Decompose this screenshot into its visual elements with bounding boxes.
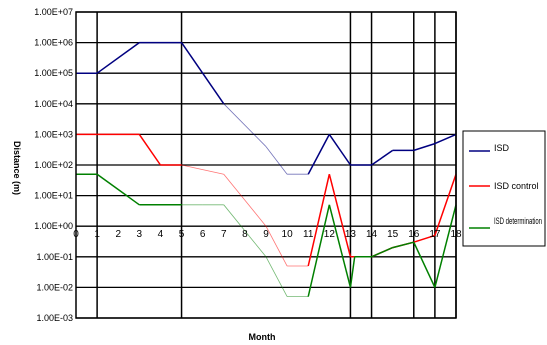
y-tick-labels: 1.00E+07 1.00E+06 1.00E+05 1.00E+04 1.00E+03… bbox=[34, 7, 73, 323]
y-tick-label: 1.00E+03 bbox=[34, 129, 73, 139]
x-tick-label: 16 bbox=[408, 229, 420, 240]
y-tick-label: 1.00E+07 bbox=[34, 7, 73, 17]
series-segment-isd-control bbox=[223, 173, 267, 227]
y-tick-label: 1.00E+05 bbox=[34, 68, 73, 78]
x-tick-label: 17 bbox=[429, 229, 441, 240]
x-axis-title: Month bbox=[249, 332, 276, 342]
series-segment-isd bbox=[413, 142, 436, 152]
series-segment-isd bbox=[328, 133, 352, 166]
x-tick-label: 7 bbox=[221, 229, 227, 240]
legend: ISD ISD control ISD determination bbox=[462, 130, 546, 247]
x-tick-label: 1 bbox=[94, 229, 100, 240]
x-tick-label: 5 bbox=[179, 229, 185, 240]
y-tick-label: 1.00E-02 bbox=[36, 282, 73, 292]
series-segment-isd-control bbox=[265, 226, 288, 267]
y-axis-title: Distance (m) bbox=[12, 141, 22, 195]
series-segment-isd bbox=[265, 146, 288, 175]
series-segment-isd bbox=[307, 134, 330, 175]
series-segment-isd-determination bbox=[307, 204, 331, 297]
legend-label-isd-determination: ISD determination bbox=[494, 216, 542, 226]
y-tick-label: 1.00E-01 bbox=[36, 252, 73, 262]
series-segment-isd-determination bbox=[223, 204, 267, 258]
x-tick-label: 4 bbox=[158, 229, 164, 240]
series-segment-isd-determination bbox=[265, 256, 288, 297]
series-segment-isd-determination bbox=[96, 173, 140, 206]
plot-frame bbox=[75, 11, 457, 319]
gridlines bbox=[76, 11, 456, 319]
series-segment-isd bbox=[96, 41, 140, 74]
x-tick-label: 2 bbox=[115, 229, 121, 240]
x-tick-label: 13 bbox=[345, 229, 357, 240]
series-segment-isd-determination bbox=[349, 256, 356, 288]
series-segment-isd bbox=[434, 133, 457, 145]
x-tick-label: 15 bbox=[387, 229, 399, 240]
series-segment-isd-determination bbox=[434, 204, 457, 288]
plot-area-border bbox=[75, 11, 457, 319]
series-lines bbox=[76, 41, 457, 298]
series-segment-isd-determination bbox=[392, 241, 414, 249]
y-tick-label: 1.00E+04 bbox=[34, 99, 73, 109]
series-segment-isd-control bbox=[181, 164, 224, 175]
y-tick-label: 1.00E+00 bbox=[34, 221, 73, 231]
x-tick-label: 3 bbox=[137, 229, 143, 240]
x-tick-label: 14 bbox=[366, 229, 378, 240]
series-segment-isd-control bbox=[307, 174, 331, 267]
x-tick-label: 8 bbox=[242, 229, 248, 240]
y-tick-label: 1.00E+06 bbox=[34, 38, 73, 48]
x-tick-labels: 0 1 2 3 4 5 6 7 8 9 10 11 12 13 14 15 16 17 18 bbox=[73, 229, 462, 240]
x-tick-label: 9 bbox=[263, 229, 269, 240]
series-segment-isd-control bbox=[138, 133, 162, 166]
series-segment-isd bbox=[223, 103, 267, 147]
series-segment-isd bbox=[180, 42, 225, 105]
series-segment-isd bbox=[371, 149, 394, 166]
y-tick-label: 1.00E+02 bbox=[34, 160, 73, 170]
legend-label-isd: ISD bbox=[494, 143, 510, 153]
x-tick-label: 11 bbox=[303, 229, 314, 240]
series-segment-isd-determination bbox=[371, 246, 393, 258]
x-tick-label: 6 bbox=[200, 229, 206, 240]
y-tick-label: 1.00E-03 bbox=[36, 313, 73, 323]
legend-box bbox=[462, 130, 546, 247]
x-tick-label: 10 bbox=[282, 229, 294, 240]
legend-label-isd-control: ISD control bbox=[494, 181, 539, 191]
series-segment-isd-determination bbox=[328, 204, 352, 288]
x-tick-label: 12 bbox=[324, 229, 336, 240]
series-segment-isd-control bbox=[328, 174, 352, 257]
series-segment-isd-control bbox=[434, 173, 457, 236]
series-segment-isd-determination bbox=[413, 241, 436, 288]
y-tick-label: 1.00E+01 bbox=[34, 191, 73, 201]
series-segment-isd-control bbox=[413, 234, 436, 243]
